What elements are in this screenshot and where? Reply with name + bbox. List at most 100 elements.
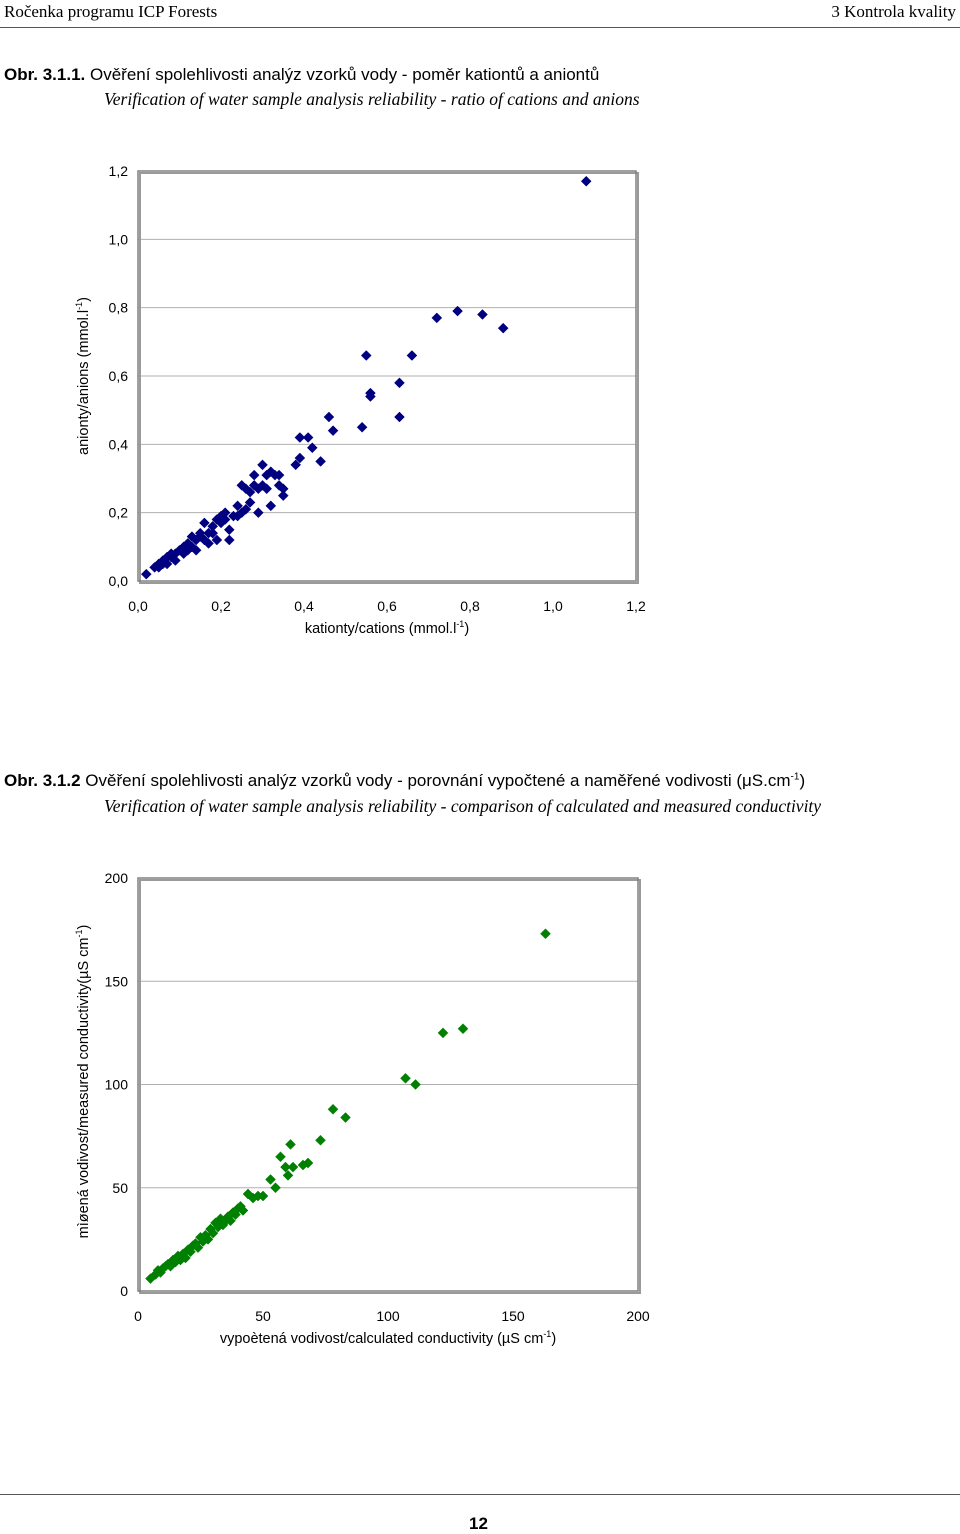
figure2-title-unit-exponent: -1 bbox=[790, 771, 800, 783]
data-point-marker bbox=[327, 425, 339, 437]
data-point-marker bbox=[207, 527, 219, 539]
data-point-marker bbox=[277, 490, 289, 501]
data-point-marker bbox=[315, 456, 326, 467]
data-point-marker bbox=[169, 555, 181, 566]
figure2-subtitle-en: Verification of water sample analysis re… bbox=[104, 796, 822, 816]
data-point-marker bbox=[194, 527, 206, 539]
y-tick-label: 1,2 bbox=[109, 163, 129, 179]
x-tick-label: 0 bbox=[134, 1308, 142, 1324]
header-yearbook-title: Ročenka programu ICP Forests bbox=[4, 2, 218, 21]
data-point-marker bbox=[437, 1027, 449, 1039]
header-divider bbox=[0, 27, 960, 28]
figure2-title-cz: Ověření spolehlivosti analýz vzorků vody… bbox=[85, 771, 791, 790]
y-tick-label: 50 bbox=[112, 1180, 128, 1196]
x-axis-title-exponent: -1 bbox=[456, 619, 464, 629]
data-point-marker bbox=[265, 500, 277, 512]
y-tick-label: 200 bbox=[105, 870, 129, 886]
data-point-marker bbox=[248, 469, 260, 481]
figure1-title-cz: Ověření spolehlivosti analýz vzorků vody… bbox=[90, 65, 600, 84]
x-axis-title: kationty/cations (mmol.l-1) bbox=[305, 619, 469, 637]
figure2-number: Obr. 3.1.2 bbox=[4, 771, 81, 790]
y-tick-label: 0,2 bbox=[109, 505, 129, 521]
y-tick-label: 150 bbox=[105, 973, 129, 989]
data-point-marker bbox=[306, 442, 318, 454]
data-point-marker bbox=[280, 1161, 291, 1173]
data-point-marker bbox=[285, 1139, 296, 1150]
y-axis-title-text: anionty/anions (mmol.l bbox=[76, 310, 92, 455]
data-point-marker bbox=[294, 452, 306, 464]
figure2-title-close: ) bbox=[799, 771, 806, 790]
data-point-marker bbox=[180, 1252, 191, 1264]
footer-divider bbox=[0, 1494, 960, 1495]
cations-anions-scatter-chart: 0,0 0,2 0,4 0,6 0,8 1,0 1,2 0,0 0,2 0,4 0,6 0,8 1,0 1… bbox=[74, 163, 646, 637]
data-point-marker bbox=[327, 1103, 339, 1115]
data-point-marker bbox=[270, 1182, 281, 1194]
data-point-marker bbox=[400, 1072, 411, 1084]
data-point-marker bbox=[244, 486, 256, 498]
data-point-marker bbox=[261, 483, 273, 495]
data-point-marker bbox=[219, 514, 231, 525]
figure1-subtitle-en: Verification of water sample analysis re… bbox=[104, 89, 640, 109]
data-point-marker bbox=[540, 928, 551, 940]
data-point-marker bbox=[203, 538, 214, 549]
plot-area-shadow bbox=[139, 879, 641, 1294]
y-axis-title-close: ) bbox=[76, 297, 92, 302]
data-point-marker bbox=[277, 483, 289, 495]
x-axis-title-close: ) bbox=[464, 621, 469, 637]
data-point-marker bbox=[497, 322, 509, 334]
data-point-marker bbox=[360, 350, 372, 361]
data-point-marker bbox=[315, 1134, 326, 1146]
data-point-marker bbox=[257, 1190, 269, 1202]
data-point-marker bbox=[394, 377, 405, 389]
data-point-marker bbox=[302, 432, 314, 443]
x-tick-label: 0,2 bbox=[211, 598, 231, 614]
data-point-marker bbox=[225, 1215, 236, 1227]
x-tick-label: 100 bbox=[376, 1308, 400, 1324]
y-tick-label: 0 bbox=[120, 1283, 128, 1299]
data-point-marker bbox=[365, 391, 376, 402]
x-tick-label: 0,4 bbox=[294, 598, 314, 614]
data-point-marker bbox=[431, 312, 443, 324]
data-point-marker bbox=[275, 1151, 286, 1163]
plot-area-shadow bbox=[139, 172, 639, 584]
x-tick-label: 0,6 bbox=[377, 598, 397, 614]
x-axis-title-text: vypoètená vodivost/calculated conductivi… bbox=[220, 1331, 543, 1347]
x-axis-title-close: ) bbox=[551, 1331, 556, 1347]
data-point-marker bbox=[394, 411, 405, 423]
y-tick-label: 0,8 bbox=[109, 300, 129, 316]
data-point-marker bbox=[477, 309, 488, 320]
figure1-title: Obr. 3.1.1. Ověření spolehlivosti analýz… bbox=[4, 65, 599, 85]
data-point-marker bbox=[452, 305, 463, 317]
data-point-marker bbox=[406, 350, 418, 361]
data-point-marker bbox=[457, 1023, 469, 1035]
data-point-marker bbox=[161, 558, 173, 570]
data-point-marker bbox=[323, 411, 335, 423]
y-axis-title-exponent: -1 bbox=[74, 302, 84, 310]
y-axis-title: mìøená vodivost/measured conductivity(µS… bbox=[74, 925, 92, 1239]
data-point-marker bbox=[140, 568, 152, 580]
conductivity-scatter-chart: 0 50 100 150 200 0 50 100 150 200 vypoètená vodivo… bbox=[74, 870, 650, 1347]
page-number: 12 bbox=[469, 1514, 488, 1533]
plot-area-frame bbox=[137, 170, 637, 582]
x-tick-label: 200 bbox=[626, 1308, 650, 1324]
data-point-marker bbox=[190, 544, 202, 556]
figure1-number: Obr. 3.1.1. bbox=[4, 65, 86, 84]
x-tick-label: 1,2 bbox=[626, 598, 646, 614]
data-point-marker bbox=[340, 1112, 351, 1123]
x-tick-label: 0,0 bbox=[128, 598, 148, 614]
data-point-marker bbox=[294, 432, 306, 443]
data-point-marker bbox=[356, 421, 368, 433]
data-point-marker bbox=[192, 1242, 204, 1253]
x-axis-title-exponent: -1 bbox=[543, 1329, 551, 1339]
x-axis-title-text: kationty/cations (mmol.l bbox=[305, 621, 457, 637]
y-tick-label: 0,4 bbox=[109, 436, 129, 452]
y-axis-title: anionty/anions (mmol.l-1) bbox=[74, 297, 92, 455]
data-point-marker bbox=[202, 1234, 214, 1245]
data-point-marker bbox=[257, 459, 268, 471]
x-tick-label: 1,0 bbox=[543, 598, 563, 614]
x-tick-label: 50 bbox=[255, 1308, 271, 1324]
data-point-marker bbox=[237, 1205, 249, 1216]
data-point-marker bbox=[244, 497, 256, 508]
data-point-marker bbox=[252, 507, 264, 519]
data-point-marker bbox=[282, 1170, 294, 1181]
